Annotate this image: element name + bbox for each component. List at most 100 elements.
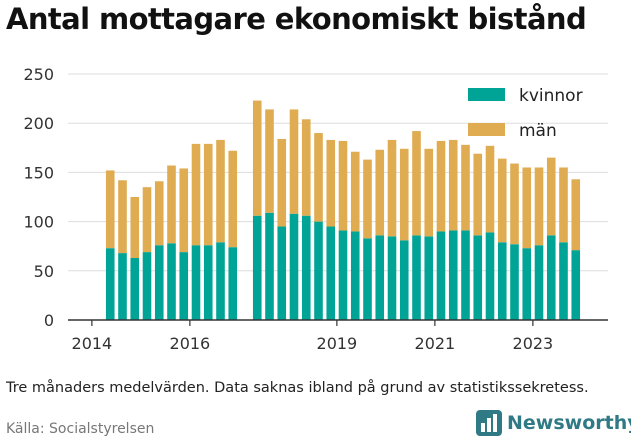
bar-chart-logo-icon bbox=[476, 410, 502, 436]
bar-man bbox=[559, 167, 568, 243]
bar-man bbox=[546, 157, 556, 236]
x-tick-label: 2019 bbox=[317, 334, 358, 353]
bar-man bbox=[154, 181, 164, 246]
bar-man bbox=[448, 139, 458, 231]
x-axis: 2014 2016 2019 2021 2023 bbox=[68, 319, 608, 353]
legend-label: män bbox=[519, 121, 557, 141]
bar-man bbox=[497, 158, 507, 243]
bar-kvinnor bbox=[228, 247, 238, 320]
bar-kvinnor bbox=[473, 235, 483, 320]
y-tick-label: 50 bbox=[34, 262, 54, 281]
bar-kvinnor bbox=[203, 245, 213, 320]
bar-kvinnor bbox=[326, 226, 336, 320]
bar-kvinnor bbox=[424, 236, 434, 320]
bar-man bbox=[203, 143, 213, 246]
bar-kvinnor bbox=[448, 230, 458, 320]
legend-swatch bbox=[468, 88, 505, 101]
bar-kvinnor bbox=[118, 253, 127, 320]
legend-label: kvinnor bbox=[519, 86, 583, 106]
bar-kvinnor bbox=[546, 235, 556, 320]
bar-kvinnor bbox=[497, 242, 507, 320]
bar-kvinnor bbox=[399, 240, 409, 320]
stacked-bar-chart: 0 50 100 150 200 250 2014 2016 2019 2021 2023 kvi… bbox=[23, 65, 608, 353]
bar-man bbox=[252, 100, 262, 216]
bar-man bbox=[179, 168, 189, 253]
bar-man bbox=[473, 153, 483, 236]
bar-man bbox=[314, 133, 323, 222]
bar-man bbox=[338, 140, 348, 231]
bar-man bbox=[412, 131, 421, 236]
bar-man bbox=[265, 109, 274, 213]
bar-kvinnor bbox=[510, 244, 519, 320]
bar-man bbox=[571, 179, 581, 251]
bar-man bbox=[522, 167, 532, 249]
chart-note: Tre månaders medelvärden. Data saknas ib… bbox=[6, 380, 589, 396]
legend: kvinnor män bbox=[468, 86, 583, 141]
bar-kvinnor bbox=[191, 245, 201, 320]
bar-kvinnor bbox=[559, 242, 568, 320]
legend-swatch bbox=[468, 123, 505, 136]
bar-man bbox=[105, 170, 115, 249]
bar-kvinnor bbox=[154, 245, 164, 320]
y-tick-label: 100 bbox=[23, 213, 54, 232]
bar-man bbox=[289, 109, 299, 214]
bar-man bbox=[375, 149, 385, 236]
bar-kvinnor bbox=[387, 236, 397, 320]
x-tick-label: 2021 bbox=[415, 334, 456, 353]
source-text: Källa: Socialstyrelsen bbox=[6, 421, 155, 437]
brand-logo: Newsworthy bbox=[476, 409, 631, 437]
x-tick-label: 2023 bbox=[513, 334, 554, 353]
bar-kvinnor bbox=[105, 248, 115, 320]
bar-kvinnor bbox=[571, 250, 581, 320]
bar-man bbox=[485, 145, 495, 233]
y-tick-label: 200 bbox=[23, 114, 54, 133]
bar-kvinnor bbox=[412, 235, 421, 320]
bars bbox=[105, 100, 581, 320]
bar-man bbox=[301, 119, 311, 216]
y-tick-label: 150 bbox=[23, 163, 54, 182]
bar-kvinnor bbox=[130, 258, 140, 320]
bar-kvinnor bbox=[179, 252, 189, 320]
bar-kvinnor bbox=[338, 230, 348, 320]
bar-man bbox=[461, 144, 470, 231]
bar-kvinnor bbox=[461, 230, 470, 320]
bar-man bbox=[534, 167, 544, 246]
bar-man bbox=[326, 139, 336, 227]
bar-kvinnor bbox=[167, 243, 176, 320]
bar-man bbox=[216, 139, 225, 243]
x-tick-label: 2014 bbox=[72, 334, 113, 353]
bar-man bbox=[436, 140, 446, 232]
bar-kvinnor bbox=[436, 231, 446, 320]
bar-kvinnor bbox=[534, 245, 544, 320]
bar-man bbox=[387, 139, 397, 237]
bar-kvinnor bbox=[350, 231, 360, 320]
bar-kvinnor bbox=[522, 248, 532, 320]
bar-kvinnor bbox=[375, 235, 385, 320]
bar-kvinnor bbox=[142, 252, 152, 320]
y-tick-label: 0 bbox=[44, 311, 54, 330]
bar-kvinnor bbox=[301, 215, 311, 320]
bar-man bbox=[118, 180, 127, 254]
bar-man bbox=[142, 187, 152, 253]
y-axis-tick-labels: 0 50 100 150 200 250 bbox=[23, 65, 54, 330]
bar-kvinnor bbox=[314, 221, 323, 320]
bar-man bbox=[167, 165, 176, 244]
bar-man bbox=[510, 163, 519, 245]
bar-kvinnor bbox=[485, 232, 495, 320]
x-tick-label: 2016 bbox=[170, 334, 211, 353]
y-tick-label: 250 bbox=[23, 65, 54, 84]
bar-man bbox=[350, 151, 360, 232]
brand-name: Newsworthy bbox=[507, 412, 631, 434]
bar-kvinnor bbox=[216, 242, 225, 320]
bar-man bbox=[363, 159, 372, 239]
page-title: Antal mottagare ekonomiskt bistånd bbox=[6, 2, 587, 36]
bar-kvinnor bbox=[363, 238, 372, 320]
bar-man bbox=[424, 148, 434, 237]
bar-kvinnor bbox=[277, 226, 287, 320]
bar-kvinnor bbox=[252, 215, 262, 320]
bar-kvinnor bbox=[265, 212, 274, 320]
bar-kvinnor bbox=[289, 213, 299, 320]
bar-man bbox=[191, 143, 201, 246]
bar-man bbox=[130, 197, 140, 259]
bar-man bbox=[277, 138, 287, 227]
